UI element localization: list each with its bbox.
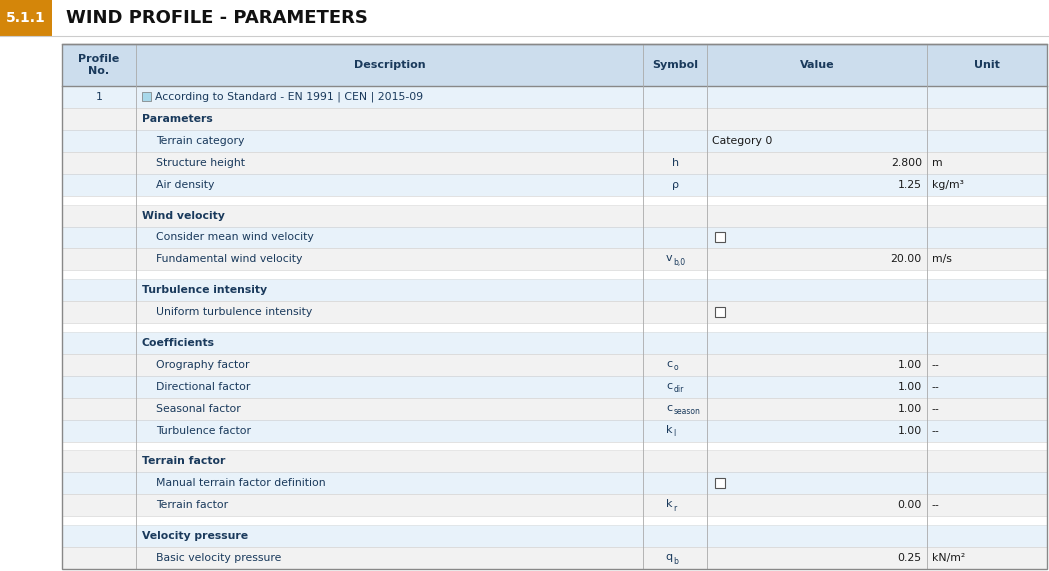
Text: Basic velocity pressure: Basic velocity pressure [156,553,281,563]
Text: b: b [673,557,678,565]
Text: c: c [666,359,672,369]
Bar [62,376,1047,398]
Text: 5.1.1: 5.1.1 [6,11,46,25]
Text: --: -- [932,500,940,510]
Bar [62,301,1047,323]
Bar [62,248,1047,271]
Bar [62,204,1047,227]
Text: Profile
No.: Profile No. [79,54,120,76]
Text: I: I [673,429,676,438]
Bar [715,478,725,488]
Text: Terrain factor: Terrain factor [142,456,226,467]
Text: ρ: ρ [671,180,679,190]
Text: Fundamental wind velocity: Fundamental wind velocity [156,255,302,264]
Text: WIND PROFILE - PARAMETERS: WIND PROFILE - PARAMETERS [66,9,368,27]
Text: Manual terrain factor definition: Manual terrain factor definition [156,478,325,488]
Bar [62,108,1047,130]
Text: 1: 1 [95,92,103,102]
Text: c: c [666,381,672,391]
Text: v: v [665,254,672,263]
Bar [62,398,1047,420]
Bar [62,86,1047,108]
Bar [62,174,1047,196]
Text: m/s: m/s [932,255,951,264]
Text: Uniform turbulence intensity: Uniform turbulence intensity [156,307,313,317]
Text: --: -- [932,426,940,436]
Text: Description: Description [354,60,425,70]
Text: Coefficients: Coefficients [142,338,215,348]
Bar [62,323,1047,332]
Bar [62,525,1047,547]
Text: 1.00: 1.00 [898,382,922,392]
Text: Consider mean wind velocity: Consider mean wind velocity [156,232,314,243]
Bar [62,44,1047,86]
Text: Velocity pressure: Velocity pressure [142,531,248,541]
Bar [715,307,725,317]
Text: 2.800: 2.800 [891,158,922,168]
Text: --: -- [932,404,940,414]
Text: Parameters: Parameters [142,114,213,124]
Text: According to Standard - EN 1991 | CEN | 2015-09: According to Standard - EN 1991 | CEN | … [155,92,423,102]
Text: b,0: b,0 [673,258,685,267]
Text: --: -- [932,360,940,370]
Bar [62,130,1047,152]
Text: k: k [666,425,672,435]
Text: Unit: Unit [973,60,1000,70]
Text: 1.00: 1.00 [898,404,922,414]
Bar [0,0,52,36]
Bar [62,516,1047,525]
Bar [62,472,1047,494]
Bar [62,441,1047,451]
Bar [142,93,151,102]
Bar [62,494,1047,516]
Text: Seasonal factor: Seasonal factor [156,404,240,414]
Text: 20.00: 20.00 [891,255,922,264]
Bar [62,332,1047,354]
Text: Orography factor: Orography factor [156,360,250,370]
Text: o: o [673,363,678,372]
Bar [62,152,1047,174]
Text: q: q [665,552,672,562]
Text: h: h [671,158,679,168]
Text: c: c [666,403,672,413]
Text: Category 0: Category 0 [712,136,772,146]
Text: 1.00: 1.00 [898,426,922,436]
Text: 0.25: 0.25 [898,553,922,563]
Bar [62,196,1047,204]
Text: season: season [673,407,700,416]
Text: 1.25: 1.25 [898,180,922,190]
Bar [715,232,725,243]
Bar [62,451,1047,472]
Bar [62,271,1047,279]
Text: k: k [666,499,672,509]
Text: Terrain factor: Terrain factor [156,500,228,510]
Bar [62,279,1047,301]
Text: m: m [932,158,942,168]
Bar [62,227,1047,248]
Text: Air density: Air density [156,180,214,190]
Text: Directional factor: Directional factor [156,382,251,392]
Text: 0.00: 0.00 [898,500,922,510]
Bar [62,420,1047,441]
Text: dir: dir [673,385,684,395]
Text: Symbol: Symbol [652,60,699,70]
Bar [62,354,1047,376]
Text: kg/m³: kg/m³ [932,180,964,190]
Text: Wind velocity: Wind velocity [142,211,224,220]
Text: --: -- [932,382,940,392]
Text: Turbulence factor: Turbulence factor [156,426,251,436]
Text: kN/m²: kN/m² [932,553,965,563]
Text: Structure height: Structure height [156,158,244,168]
Text: r: r [673,504,677,513]
Text: 1.00: 1.00 [898,360,922,370]
Text: Value: Value [799,60,834,70]
Text: Terrain category: Terrain category [156,136,244,146]
Bar [62,547,1047,569]
Text: Turbulence intensity: Turbulence intensity [142,285,267,295]
